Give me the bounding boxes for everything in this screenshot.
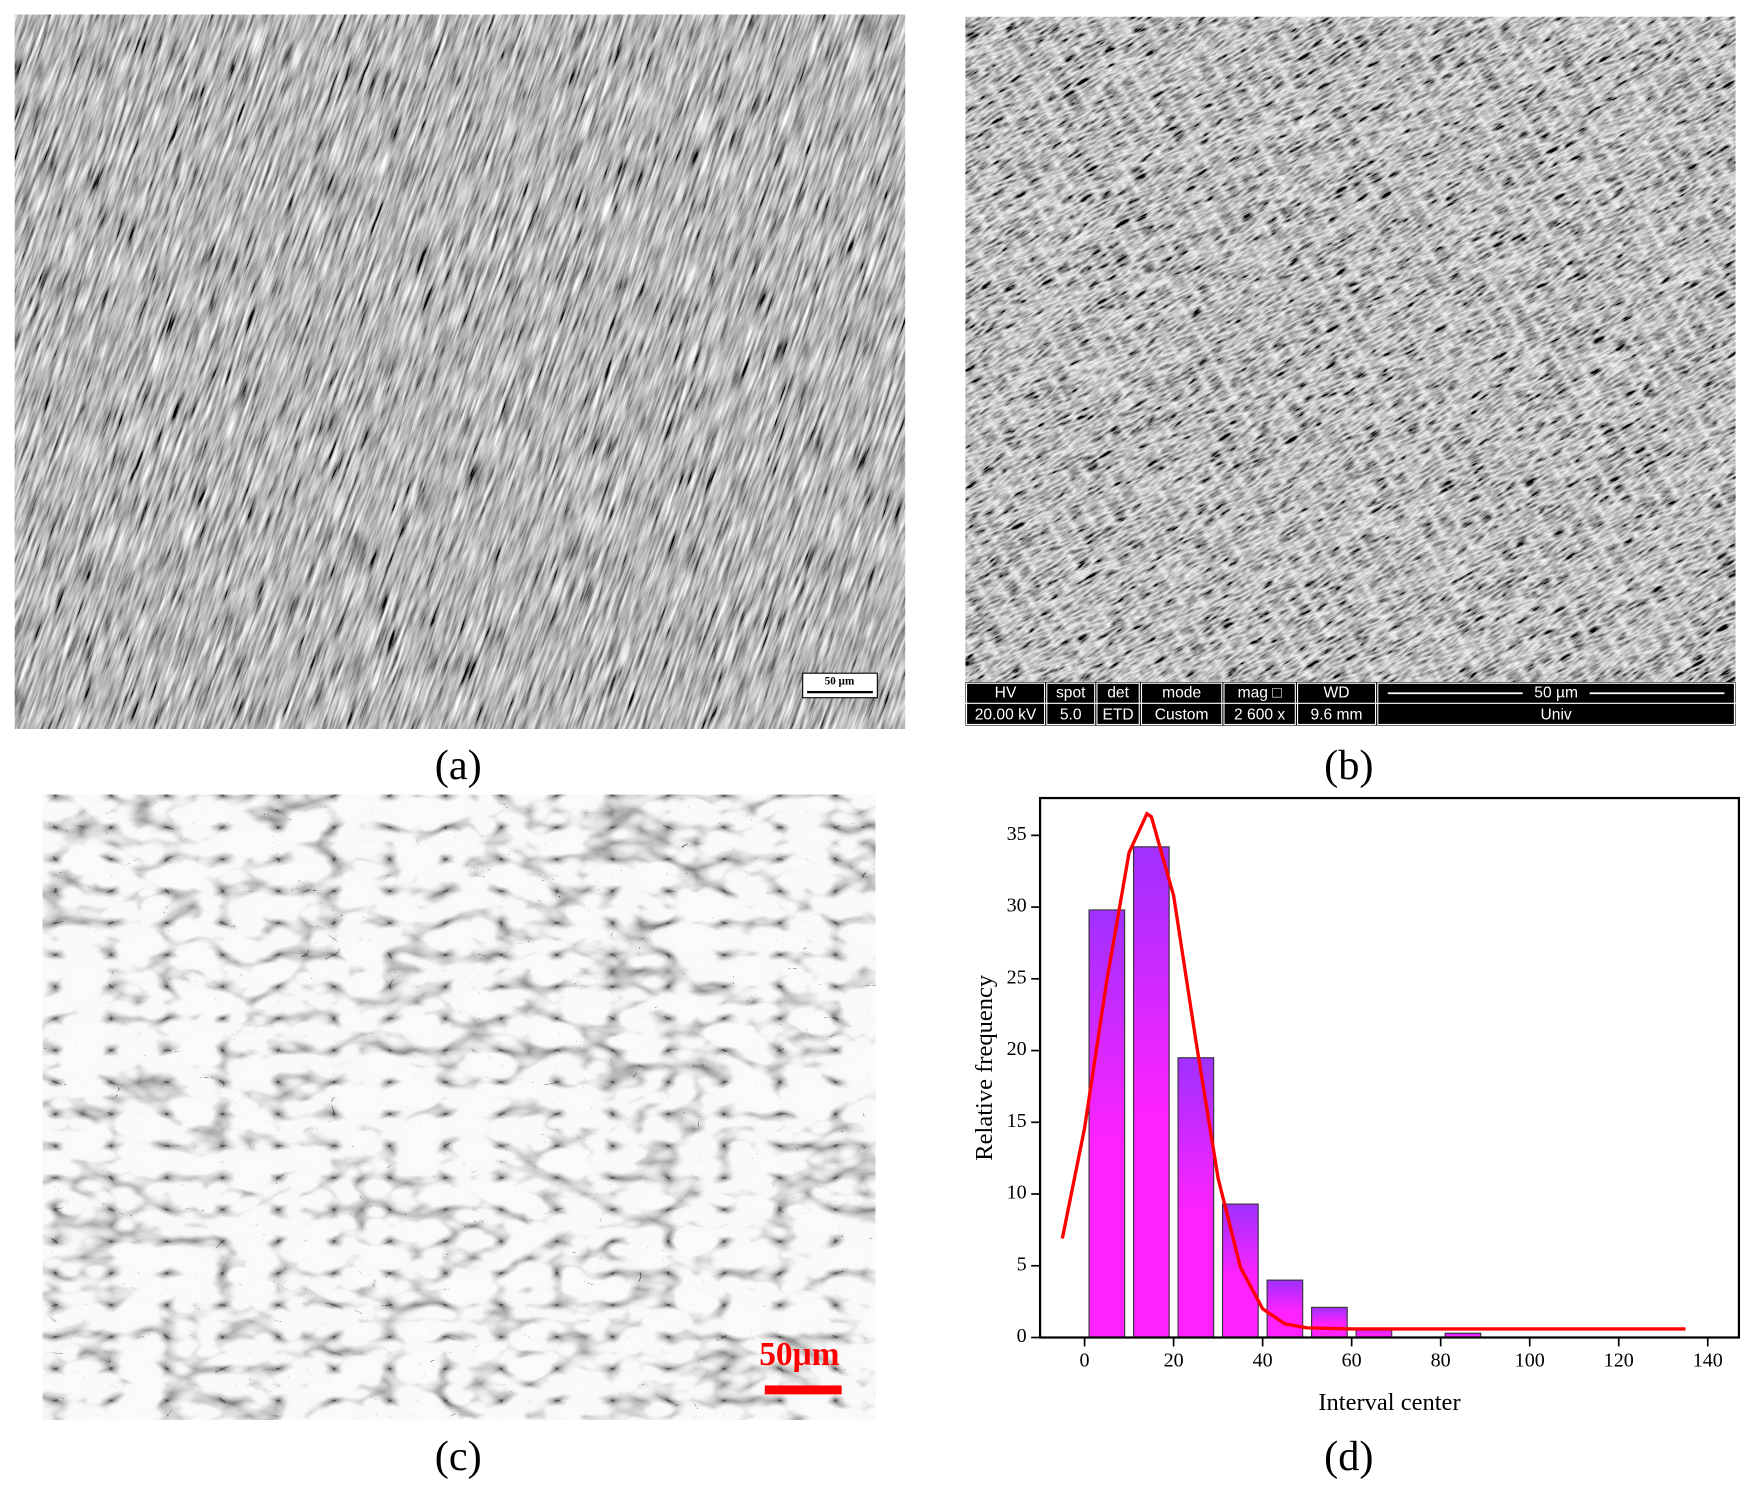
bar xyxy=(1267,1280,1303,1337)
x-tick-label: 20 xyxy=(1164,1350,1184,1372)
y-tick-label: 35 xyxy=(1007,823,1027,845)
info-header: 50 µm xyxy=(1534,684,1578,701)
scale-bar xyxy=(765,1385,842,1394)
x-tick-label: 60 xyxy=(1342,1350,1362,1372)
info-header: spot xyxy=(1056,684,1086,701)
chart: 0 5 10 15 20 25 30 35 0 20 40 60 80 100 120 140 Interval… xyxy=(971,798,1739,1416)
y-tick-label: 0 xyxy=(1017,1325,1027,1347)
panel-label: (b) xyxy=(1324,742,1373,789)
info-value: 5.0 xyxy=(1060,707,1082,724)
scale-label: 50 µm xyxy=(825,676,855,688)
x-tick-label: 120 xyxy=(1604,1350,1634,1372)
info-header: det xyxy=(1107,684,1129,701)
panel-label: (d) xyxy=(1324,1433,1373,1480)
info-value: 9.6 mm xyxy=(1311,707,1363,724)
info-value: Custom xyxy=(1155,707,1209,724)
x-tick-label: 100 xyxy=(1515,1350,1545,1372)
y-axis-label: Relative frequency xyxy=(971,974,998,1161)
y-tick-label: 15 xyxy=(1007,1110,1027,1132)
y-tick-label: 5 xyxy=(1017,1253,1027,1275)
info-value: Univ xyxy=(1541,707,1572,724)
y-tick-label: 30 xyxy=(1007,895,1027,917)
info-value: 2 600 x xyxy=(1234,707,1285,724)
micrograph-c xyxy=(43,795,876,1420)
y-tick-label: 20 xyxy=(1007,1038,1027,1060)
info-header: WD xyxy=(1324,684,1350,701)
bar xyxy=(1178,1058,1214,1338)
panel-label: (a) xyxy=(435,742,482,789)
info-header: HV xyxy=(995,684,1017,701)
x-tick-label: 40 xyxy=(1253,1350,1273,1372)
x-tick-label: 0 xyxy=(1080,1350,1090,1372)
x-tick-label: 80 xyxy=(1431,1350,1451,1372)
bar xyxy=(1134,847,1170,1338)
info-header: mode xyxy=(1162,684,1201,701)
y-tick-label: 25 xyxy=(1007,966,1027,988)
y-tick-label: 10 xyxy=(1007,1182,1027,1204)
info-value: ETD xyxy=(1103,707,1134,724)
info-header: mag □ xyxy=(1238,684,1283,701)
panel-label: (c) xyxy=(435,1433,482,1480)
scale-label: 50μm xyxy=(759,1336,839,1373)
info-value: 20.00 kV xyxy=(975,707,1037,724)
info-bar: HV 20.00 kV spot 5.0 det ETD mode Custom mag □ 2 … xyxy=(965,682,1735,725)
x-tick-label: 140 xyxy=(1693,1350,1723,1372)
x-axis-label: Interval center xyxy=(1318,1389,1460,1416)
bar xyxy=(1312,1307,1348,1337)
